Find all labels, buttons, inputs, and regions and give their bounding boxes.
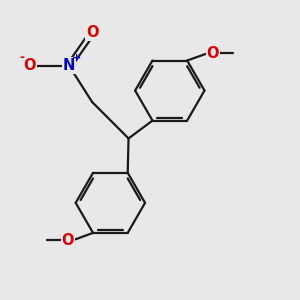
Text: O: O — [23, 58, 36, 73]
Text: O: O — [86, 25, 98, 40]
Text: +: + — [72, 53, 81, 63]
Text: O: O — [207, 46, 219, 61]
Text: O: O — [62, 232, 74, 247]
Text: N: N — [63, 58, 75, 73]
Text: -: - — [19, 51, 24, 64]
